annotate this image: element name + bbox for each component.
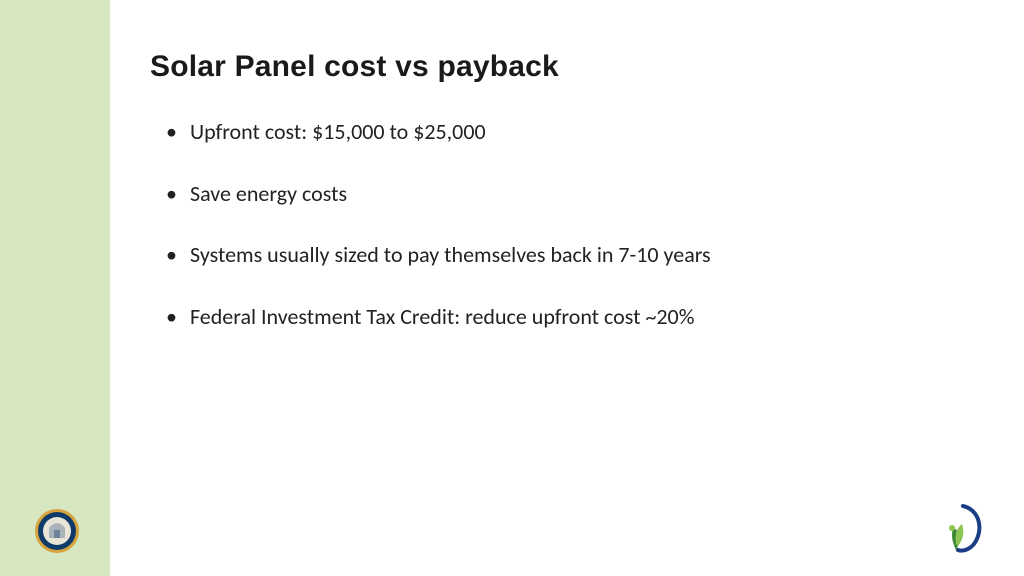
bullet-item: Save energy costs	[190, 180, 964, 208]
slide: Solar Panel cost vs payback Upfront cost…	[0, 0, 1024, 576]
bullet-list: Upfront cost: $15,000 to $25,000 Save en…	[150, 118, 964, 330]
bullet-item: Upfront cost: $15,000 to $25,000	[190, 118, 964, 146]
slide-title: Solar Panel cost vs payback	[150, 50, 964, 84]
bullet-item: Federal Investment Tax Credit: reduce up…	[190, 303, 964, 331]
leaf-logo-icon	[936, 500, 990, 554]
bullet-item: Systems usually sized to pay themselves …	[190, 241, 964, 269]
city-seal-icon	[34, 508, 80, 554]
left-accent-bar	[0, 0, 110, 576]
content-area: Solar Panel cost vs payback Upfront cost…	[150, 50, 964, 364]
